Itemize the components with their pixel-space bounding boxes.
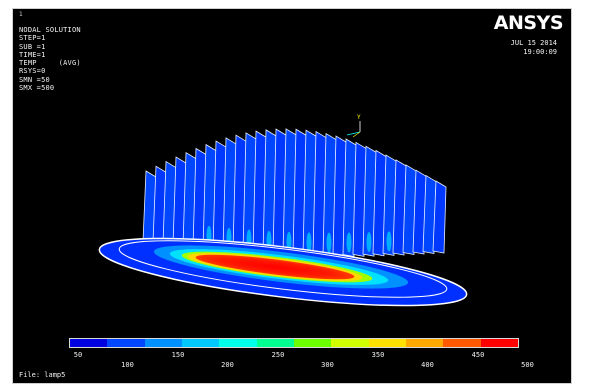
- legend-label-upper: 300: [321, 361, 334, 369]
- legend-label-upper: 500: [521, 361, 534, 369]
- legend-swatch: [443, 339, 481, 347]
- fin: [432, 180, 447, 254]
- legend-swatch: [368, 339, 406, 347]
- info-line-step: STEP=1: [19, 34, 46, 43]
- window-number: 1: [19, 11, 23, 18]
- date-stamp: JUL 15 2014: [510, 39, 557, 47]
- legend-swatch: [219, 339, 257, 347]
- fin-warm-spot: [346, 232, 352, 253]
- info-line-smn: SMN =50: [19, 75, 50, 84]
- legend-swatch: [70, 339, 108, 347]
- heatsink-contour-plot[interactable]: Y: [13, 9, 572, 384]
- legend-swatch: [181, 339, 220, 347]
- fin-warm-spot: [386, 231, 392, 252]
- file-name: File: lamp5: [19, 371, 66, 379]
- heatsink-fins: [142, 128, 447, 258]
- legend-swatch: [331, 339, 369, 347]
- legend-label-lower: 250: [271, 351, 285, 359]
- info-line-smx: SMX =500: [19, 84, 55, 93]
- solution-info-block: NODAL SOLUTION STEP=1 SUB =1 TIME=1 TEMP…: [19, 26, 81, 92]
- fin-warm-spot: [326, 232, 332, 253]
- legend-label-lower: 50: [73, 351, 83, 359]
- time-stamp: 19:00:09: [523, 48, 557, 56]
- info-line-sub: SUB =1: [19, 42, 46, 51]
- legend-swatch: [480, 339, 518, 347]
- legend-swatch: [256, 339, 294, 347]
- info-line-temp: TEMP (AVG): [19, 59, 81, 68]
- legend-swatch: [405, 339, 444, 347]
- legend-label-lower: 350: [371, 351, 385, 359]
- result-title: NODAL SOLUTION: [19, 26, 81, 34]
- legend-swatch: [107, 339, 145, 347]
- legend-swatch: [144, 339, 182, 347]
- axis-triad: Y: [346, 114, 361, 138]
- fin-warm-spot: [366, 232, 372, 253]
- axis-y-label: Y: [357, 114, 361, 121]
- heatsink-base: [98, 237, 468, 307]
- info-line-rsys: RSYS=0: [19, 67, 46, 76]
- info-line-time: TIME=1: [19, 50, 46, 59]
- ansys-logo: ANSYS: [493, 12, 564, 34]
- legend-label-lower: 150: [171, 351, 185, 359]
- legend-label-upper: 400: [421, 361, 434, 369]
- legend-label-upper: 200: [221, 361, 234, 369]
- contour-legend-bar: [69, 338, 519, 348]
- legend-label-upper: 100: [121, 361, 134, 369]
- legend-label-lower: 450: [471, 351, 485, 359]
- graphics-viewport[interactable]: 1 NODAL SOLUTION STEP=1 SUB =1 TIME=1 TE…: [12, 8, 572, 384]
- fin-warm-spot: [306, 232, 312, 253]
- legend-swatch: [293, 339, 332, 347]
